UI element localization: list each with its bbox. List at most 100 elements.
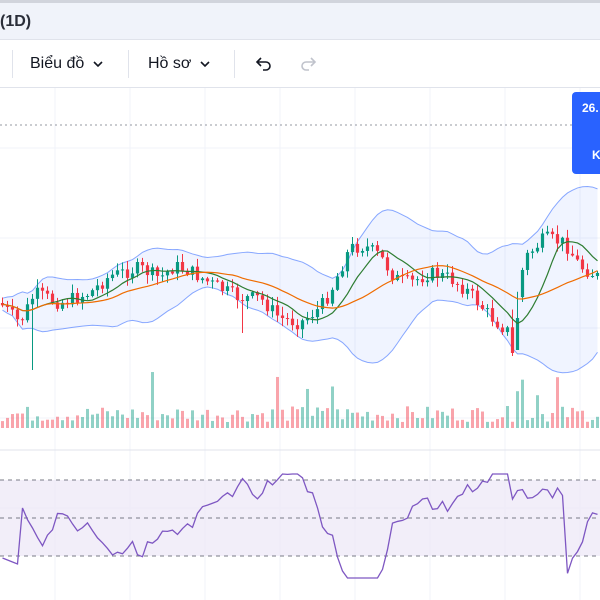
volume-bar bbox=[441, 411, 444, 428]
volume-bar bbox=[581, 410, 584, 428]
candle-body bbox=[90, 290, 95, 296]
candle-body bbox=[280, 315, 285, 319]
volume-bar bbox=[261, 413, 264, 428]
volume-bar bbox=[366, 411, 369, 428]
volume-bar bbox=[141, 412, 144, 428]
volume-bar bbox=[241, 416, 244, 428]
volume-bar bbox=[206, 409, 209, 428]
volume-bar bbox=[156, 420, 159, 428]
volume-bar bbox=[96, 413, 99, 428]
volume-bar bbox=[46, 419, 49, 428]
profile-menu-button[interactable]: Hồ sơ bbox=[148, 50, 211, 78]
volume-bar bbox=[596, 416, 599, 428]
redo-icon[interactable] bbox=[298, 53, 320, 75]
candle-body bbox=[390, 270, 395, 280]
volume-bar bbox=[271, 409, 274, 428]
candle-body bbox=[60, 302, 65, 309]
volume-bar bbox=[516, 391, 519, 428]
volume-bar bbox=[26, 406, 29, 428]
volume-bar bbox=[186, 418, 189, 428]
candle-body bbox=[550, 231, 555, 235]
volume-bar bbox=[321, 410, 324, 428]
volume-bar bbox=[361, 416, 364, 428]
candle-body bbox=[520, 269, 525, 298]
volume-bar bbox=[476, 408, 479, 428]
volume-bar bbox=[226, 421, 229, 428]
candle-body bbox=[325, 297, 330, 304]
candle-body bbox=[490, 308, 495, 322]
volume-bar bbox=[376, 414, 379, 428]
candle-body bbox=[575, 255, 580, 260]
candle-body bbox=[125, 269, 130, 278]
candle-body bbox=[55, 302, 60, 309]
candle-body bbox=[250, 292, 255, 297]
volume-bar bbox=[191, 410, 194, 428]
candle-body bbox=[105, 278, 110, 289]
volume-bar bbox=[496, 419, 499, 428]
volume-bar bbox=[491, 421, 494, 428]
volume-bar bbox=[41, 420, 44, 428]
volume-bar bbox=[546, 421, 549, 428]
candle-body bbox=[240, 300, 245, 302]
volume-bar bbox=[21, 413, 24, 428]
band-fill bbox=[2, 186, 598, 373]
volume-bar bbox=[221, 417, 224, 428]
volume-bar bbox=[451, 408, 454, 428]
volume-bar bbox=[456, 420, 459, 428]
volume-bar bbox=[146, 415, 149, 428]
volume-bar bbox=[86, 408, 89, 428]
volume-bar bbox=[511, 421, 514, 428]
candle-body bbox=[95, 285, 100, 291]
volume-bar bbox=[466, 421, 469, 428]
volume-bar bbox=[126, 417, 129, 428]
volume-bar bbox=[11, 414, 14, 428]
candle-body bbox=[350, 243, 355, 253]
chart-menu-button[interactable]: Biểu đồ bbox=[30, 50, 104, 78]
ma-slow-line bbox=[2, 265, 598, 312]
candle-body bbox=[220, 281, 225, 291]
candle-body bbox=[460, 284, 465, 294]
candle-body bbox=[545, 231, 550, 234]
price-chart[interactable] bbox=[0, 88, 600, 600]
candle-body bbox=[590, 276, 595, 278]
candle-body bbox=[515, 318, 520, 350]
toolbar-divider bbox=[128, 50, 129, 78]
volume-bar bbox=[571, 407, 574, 428]
undo-icon[interactable] bbox=[252, 53, 274, 75]
candle-body bbox=[110, 274, 115, 279]
volume-bar bbox=[231, 414, 234, 428]
chart-menu-label: Biểu đồ bbox=[30, 55, 85, 72]
candle-body bbox=[5, 305, 10, 307]
candle-body bbox=[405, 275, 410, 277]
candle-body bbox=[485, 308, 490, 310]
candle-body bbox=[360, 250, 365, 253]
volume-bar bbox=[301, 407, 304, 428]
candle-body bbox=[495, 321, 500, 328]
volume-bar bbox=[101, 407, 104, 428]
volume-bar bbox=[506, 406, 509, 428]
candle-body bbox=[335, 276, 340, 290]
candle-body bbox=[440, 272, 445, 279]
volume-bar bbox=[6, 417, 9, 428]
candle-body bbox=[425, 280, 430, 283]
volume-bar bbox=[151, 372, 154, 428]
volume-bar bbox=[171, 418, 174, 428]
candle-body bbox=[510, 327, 515, 353]
volume-bar bbox=[66, 416, 69, 428]
volume-bar bbox=[426, 406, 429, 428]
candle-body bbox=[330, 289, 335, 304]
candle-body bbox=[315, 309, 320, 318]
lower-band bbox=[2, 286, 598, 374]
candle-body bbox=[130, 273, 135, 278]
candle-body bbox=[35, 287, 40, 299]
volume-bar bbox=[406, 406, 409, 428]
volume-bar bbox=[566, 417, 569, 428]
volume-bar bbox=[521, 379, 524, 428]
candle-body bbox=[100, 285, 105, 289]
volume-bar bbox=[31, 420, 34, 428]
candle-body bbox=[40, 287, 45, 291]
volume-bar bbox=[481, 411, 484, 428]
candle-body bbox=[385, 257, 390, 271]
volume-bar bbox=[331, 386, 334, 428]
candle-body bbox=[245, 296, 250, 302]
